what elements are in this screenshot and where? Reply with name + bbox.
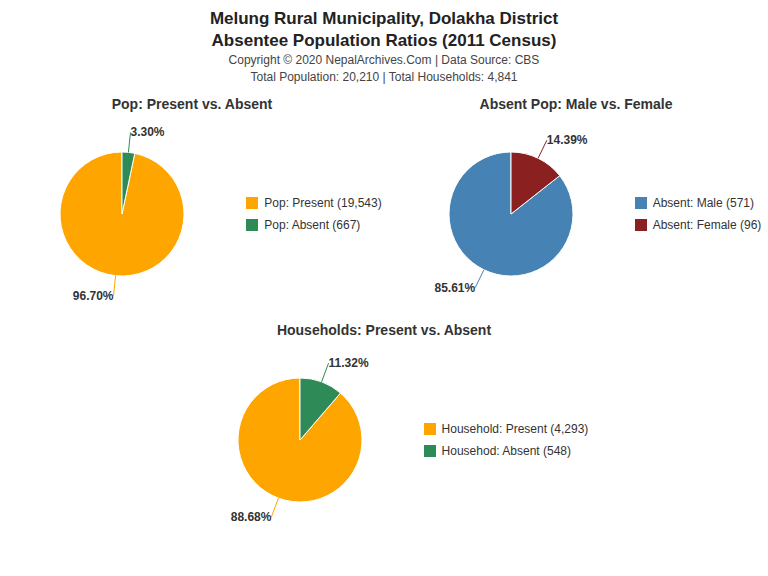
html-text:Households: Present vs. Absent: Households: Present vs. Absent bbox=[276, 322, 492, 338]
html-text:Absentee Population Ratios (20: Absentee Population Ratios (2011 Census) bbox=[211, 31, 557, 50]
svg-text:11.32%: 11.32% bbox=[328, 356, 368, 370]
html-text:Melung Rural Municipality, Dol: Melung Rural Municipality, Dolakha Distr… bbox=[209, 9, 559, 28]
svg-text:14.39%: 14.39% bbox=[546, 133, 587, 147]
html-text:Total Population: 20,210 | Tot: Total Population: 20,210 | Total Househo… bbox=[250, 70, 518, 84]
html-text:Pop: Present (19,543): Pop: Present (19,543) bbox=[264, 196, 382, 210]
svg-text:96.70%: 96.70% bbox=[73, 289, 114, 303]
html-text:Pop: Present vs. Absent: Pop: Present vs. Absent bbox=[111, 96, 273, 112]
svg-text:85.61%: 85.61% bbox=[434, 281, 475, 295]
html-text:Absent: Male (571): Absent: Male (571) bbox=[652, 196, 754, 210]
html-text:Absent Pop: Male vs. Female: Absent Pop: Male vs. Female bbox=[479, 96, 673, 112]
html-text:Pop: Absent (667): Pop: Absent (667) bbox=[264, 218, 361, 232]
html-text:Copyright © 2020 NepalArchives: Copyright © 2020 NepalArchives.Com | Dat… bbox=[228, 53, 540, 67]
html-text:Absent: Female (96): Absent: Female (96) bbox=[652, 218, 762, 232]
html-text:Househod: Absent (548): Househod: Absent (548) bbox=[441, 444, 571, 458]
svg-text:88.68%: 88.68% bbox=[230, 510, 271, 524]
html-text:Household: Present (4,293): Household: Present (4,293) bbox=[441, 422, 589, 436]
svg-text:3.30%: 3.30% bbox=[131, 125, 165, 139]
